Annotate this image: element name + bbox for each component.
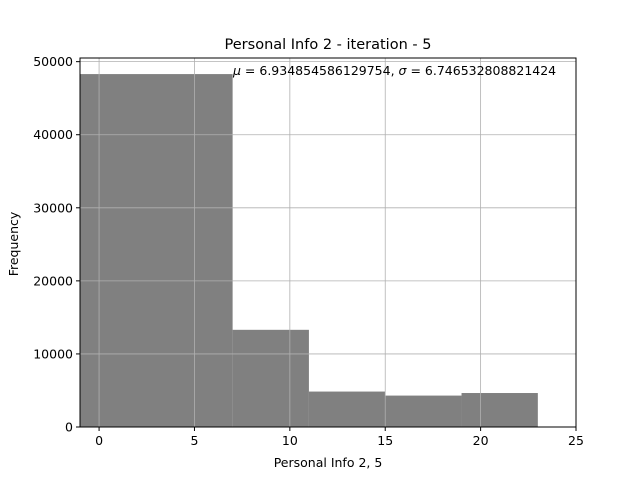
y-tick-label-40000: 40000 [33, 127, 73, 142]
histogram-bar-4 [461, 393, 538, 427]
y-tick-label-50000: 50000 [33, 54, 73, 69]
histogram-bar-2 [308, 391, 386, 427]
axes-layer: 0 5 10 15 20 25 0 10000 20000 30000 40000 50000 [33, 54, 584, 448]
plot-frame [79, 57, 577, 428]
y-tick-label-10000: 10000 [33, 346, 73, 361]
x-tick-label-10: 10 [282, 433, 298, 448]
x-axis-label: Personal Info 2, 5 [274, 455, 383, 470]
x-tick-label-15: 15 [377, 433, 393, 448]
y-axis-label: Frequency [6, 211, 21, 276]
x-tick-label-25: 25 [568, 433, 584, 448]
histogram-bar-0 [80, 74, 233, 427]
x-tick-label-5: 5 [190, 433, 198, 448]
chart-title: Personal Info 2 - iteration - 5 [225, 37, 432, 53]
histogram-bar-3 [385, 395, 462, 427]
y-tick-label-30000: 30000 [33, 200, 73, 215]
bars-layer [80, 74, 538, 427]
histogram-bar-1 [232, 329, 309, 427]
y-tick-label-20000: 20000 [33, 273, 73, 288]
sigma-symbol: σ [399, 63, 408, 78]
mu-symbol: μ [232, 63, 241, 78]
x-tick-label-0: 0 [95, 433, 103, 448]
sigma-value: = 6.746532808821424 [406, 63, 556, 78]
mu-value: = 6.934854586129754, [241, 63, 399, 78]
stats-annotation: μ = 6.934854586129754, σ = 6.74653280882… [232, 63, 556, 78]
y-tick-label-0: 0 [65, 420, 73, 435]
x-tick-label-20: 20 [473, 433, 489, 448]
